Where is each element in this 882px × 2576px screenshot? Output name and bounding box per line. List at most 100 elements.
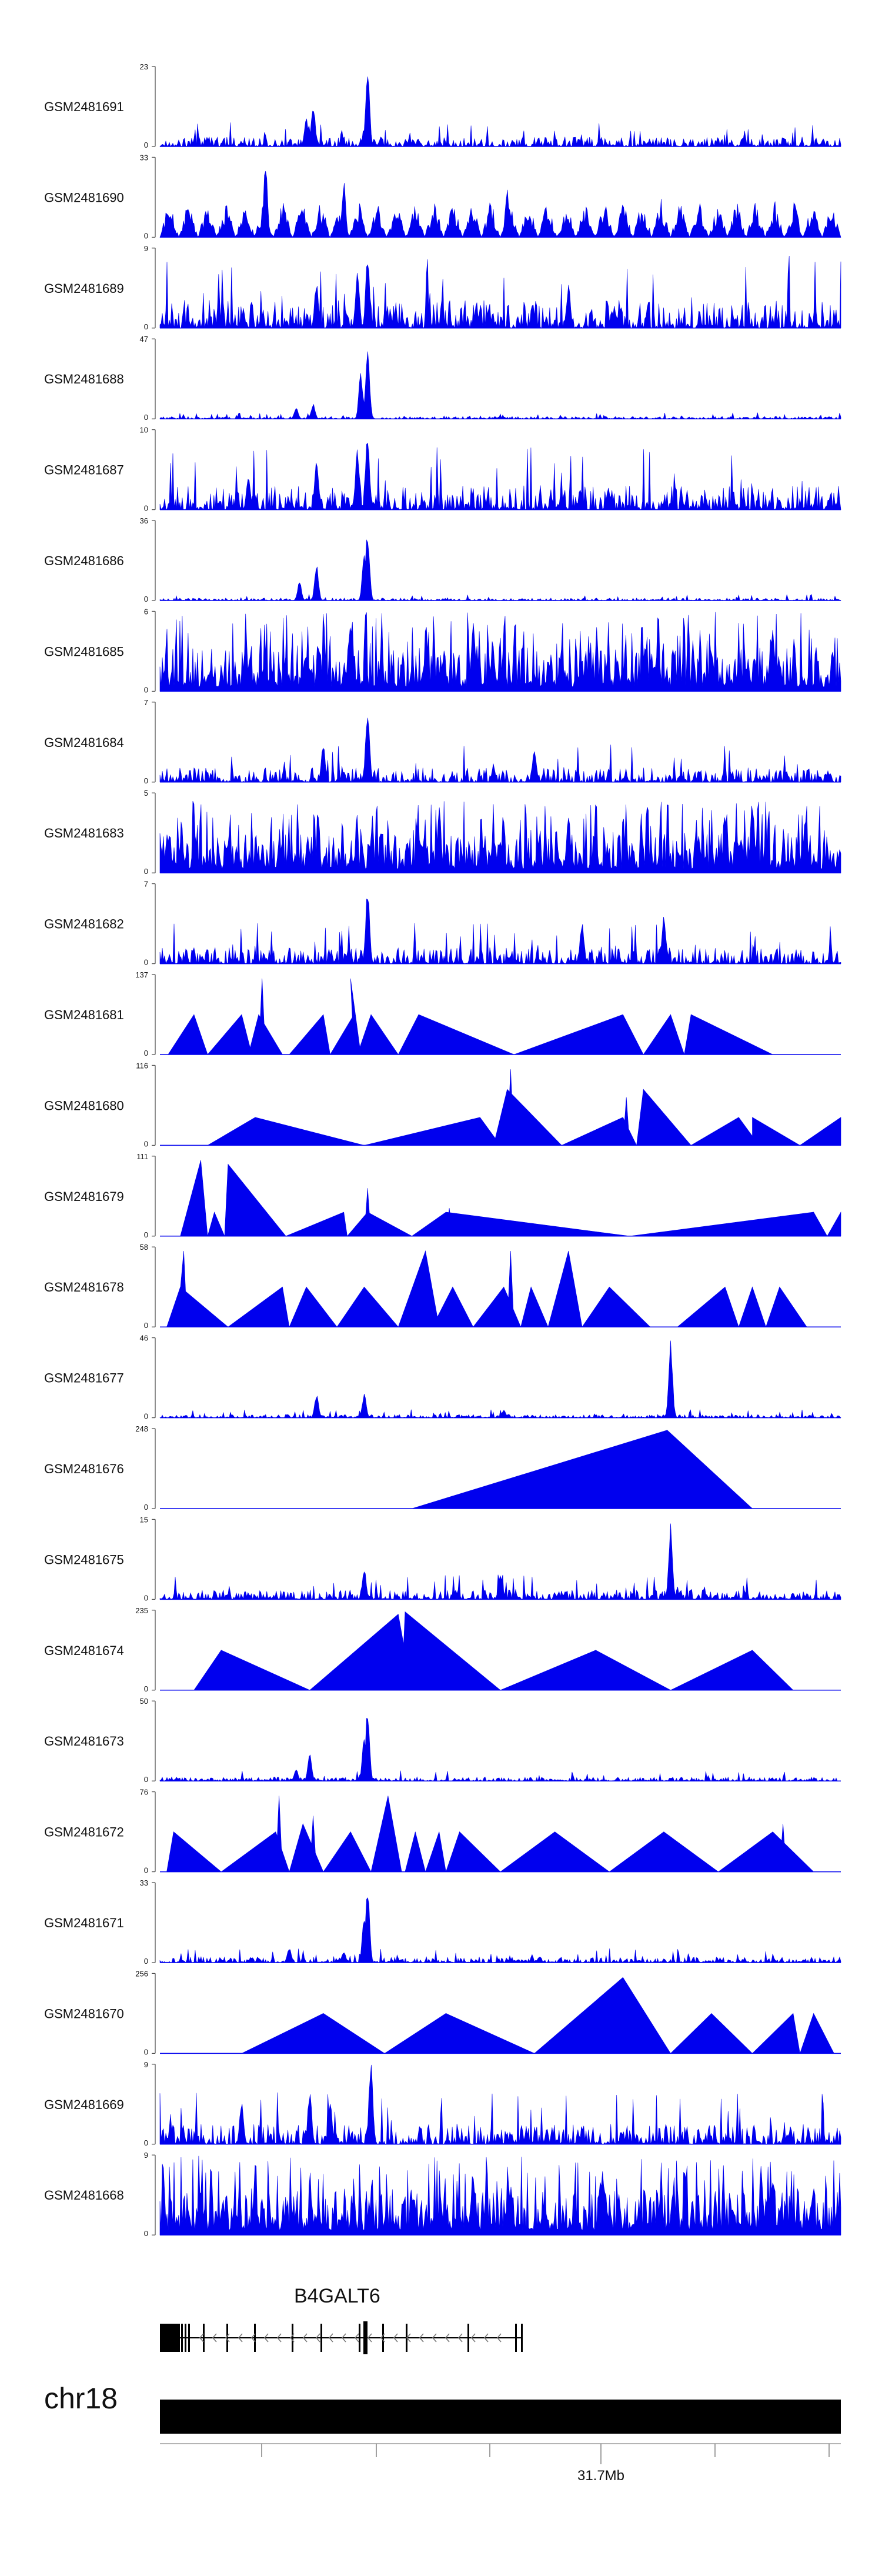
track-GSM2481673: GSM2481673 50 0	[44, 1697, 841, 1784]
y-max-label: 116	[136, 1061, 148, 1070]
signal-area	[159, 612, 841, 692]
signal-area	[412, 1430, 753, 1509]
y-min-label: 0	[144, 1321, 148, 1330]
signal-area	[159, 898, 841, 965]
y-min-label: 0	[144, 1684, 148, 1693]
strand-arrow-icon	[496, 2333, 502, 2343]
signal-area	[159, 1340, 841, 1419]
track-label: GSM2481682	[44, 917, 124, 932]
track-GSM2481668: GSM2481668 9 0	[44, 2151, 841, 2238]
signal-area	[159, 351, 841, 420]
y-min-label: 0	[144, 867, 148, 876]
gene-exon	[359, 2324, 360, 2352]
y-min-label: 0	[144, 2047, 148, 2056]
track-GSM2481679: GSM2481679 111 0	[44, 1152, 841, 1239]
track-label: GSM2481671	[44, 1916, 124, 1930]
track-GSM2481688: GSM2481688 47 0	[44, 335, 841, 422]
strand-arrow-icon	[328, 2333, 333, 2343]
gene-exon	[181, 2324, 183, 2352]
track-label: GSM2481681	[44, 1007, 124, 1022]
track-label: GSM2481670	[44, 2006, 124, 2021]
gene-exon	[515, 2324, 517, 2352]
y-max-label: 7	[144, 698, 148, 707]
strand-arrow-icon	[212, 2333, 217, 2343]
strand-arrow-icon	[483, 2333, 489, 2343]
gene-annotation-track: B4GALT6	[160, 2285, 523, 2354]
signal-area	[159, 2155, 841, 2235]
signal-area	[159, 76, 841, 148]
strand-arrow-icon	[276, 2333, 282, 2343]
signal-area	[159, 255, 841, 329]
signal-area	[166, 1250, 807, 1327]
genomic-tick-label: 31.7Mb	[577, 2468, 624, 2484]
gene-exon	[363, 2321, 367, 2354]
strand-arrow-icon	[380, 2333, 385, 2343]
y-max-label: 10	[140, 426, 148, 435]
track-GSM2481677: GSM2481677 46 0	[44, 1334, 841, 1421]
signal-area	[241, 1977, 834, 2054]
y-min-label: 0	[144, 2229, 148, 2238]
signal-area	[159, 442, 841, 510]
gene-utr-block	[160, 2324, 180, 2352]
gene-exon	[226, 2324, 228, 2352]
track-label: GSM2481673	[44, 1734, 124, 1749]
track-GSM2481672: GSM2481672 76 0	[44, 1788, 841, 1875]
y-max-label: 9	[144, 2151, 148, 2160]
strand-arrow-icon	[354, 2333, 359, 2343]
y-min-label: 0	[144, 2138, 148, 2147]
gene-exon	[521, 2324, 523, 2352]
signal-area	[159, 2064, 841, 2145]
y-min-label: 0	[144, 504, 148, 513]
y-min-label: 0	[144, 1775, 148, 1784]
track-GSM2481676: GSM2481676 248 0	[44, 1424, 841, 1511]
chromosome-bar	[160, 2400, 841, 2434]
y-max-label: 235	[135, 1606, 148, 1615]
y-min-label: 0	[144, 1503, 148, 1511]
strand-arrow-icon	[470, 2333, 476, 2343]
track-label: GSM2481678	[44, 1280, 124, 1294]
y-min-label: 0	[144, 1412, 148, 1421]
track-label: GSM2481676	[44, 1461, 124, 1476]
gene-exon	[203, 2324, 205, 2352]
y-max-label: 256	[135, 1969, 148, 1978]
track-label: GSM2481669	[44, 2097, 124, 2112]
strand-arrow-icon	[250, 2333, 256, 2343]
track-label: GSM2481685	[44, 644, 124, 659]
strand-arrow-icon	[419, 2333, 424, 2343]
signal-area	[159, 171, 841, 238]
track-label: GSM2481689	[44, 281, 124, 296]
y-max-label: 23	[140, 62, 148, 71]
track-GSM2481691: GSM2481691 23 0	[44, 62, 841, 149]
track-label: GSM2481672	[44, 1825, 124, 1840]
track-label: GSM2481691	[44, 99, 124, 114]
track-label: GSM2481677	[44, 1371, 124, 1386]
strand-arrow-icon	[367, 2333, 372, 2343]
track-GSM2481690: GSM2481690 33 0	[44, 153, 841, 240]
strand-arrow-icon	[263, 2333, 269, 2343]
track-label: GSM2481684	[44, 735, 124, 750]
strand-arrow-icon	[199, 2333, 204, 2343]
track-label: GSM2481668	[44, 2188, 124, 2203]
strand-arrow-icon	[315, 2333, 320, 2343]
y-max-label: 248	[135, 1424, 148, 1433]
y-max-label: 58	[140, 1243, 148, 1252]
signal-area	[168, 978, 773, 1055]
y-min-label: 0	[144, 776, 148, 785]
y-max-label: 76	[140, 1788, 148, 1797]
track-GSM2481687: GSM2481687 10 0	[44, 426, 841, 513]
y-min-label: 0	[144, 1957, 148, 1966]
y-min-label: 0	[144, 1593, 148, 1602]
y-max-label: 9	[144, 244, 148, 253]
gene-exon	[292, 2324, 293, 2352]
y-max-label: 5	[144, 789, 148, 798]
signal-area	[159, 718, 841, 783]
gene-exon	[320, 2324, 322, 2352]
signal-area	[159, 539, 841, 601]
track-GSM2481680: GSM2481680 116 0	[44, 1061, 841, 1148]
track-label: GSM2481679	[44, 1189, 124, 1204]
track-label: GSM2481686	[44, 553, 124, 568]
track-GSM2481674: GSM2481674 235 0	[44, 1606, 841, 1693]
y-min-label: 0	[144, 595, 148, 603]
y-max-label: 9	[144, 2060, 148, 2069]
